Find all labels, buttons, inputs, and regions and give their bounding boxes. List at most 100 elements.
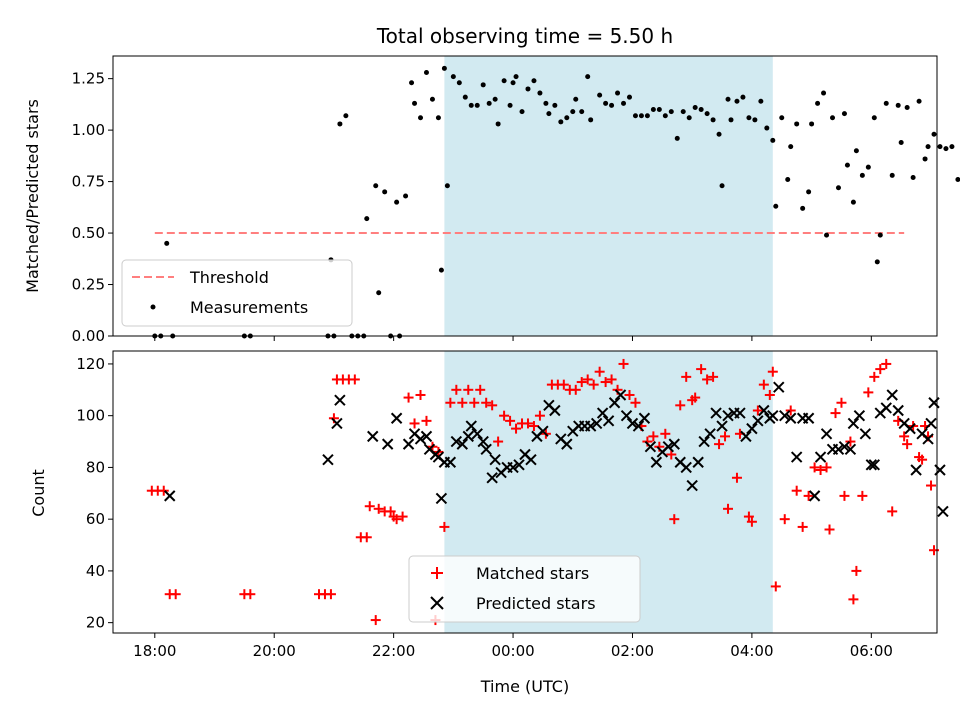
measurement-point [850, 199, 856, 205]
measurement-point [686, 115, 692, 121]
measurement-point [474, 102, 480, 108]
top-shaded-interval [444, 56, 773, 336]
top-y-tick-label: 1.00 [72, 121, 105, 139]
measurement-point [853, 148, 859, 154]
top-legend: Threshold Measurements [121, 259, 353, 327]
predicted-star-point [390, 412, 403, 424]
matched-star-point [764, 389, 775, 400]
predicted-star-point [779, 409, 791, 422]
bottom-y-tick-label: 80 [86, 458, 105, 476]
matched-star-point [690, 392, 701, 403]
predicted-star-point [734, 407, 746, 419]
measurement-point [770, 137, 776, 143]
measurement-point [468, 102, 474, 108]
predicted-star-point [668, 438, 680, 450]
matched-star-point [582, 374, 593, 385]
matched-star-point [791, 485, 802, 496]
measurement-point [895, 102, 901, 108]
bottom-y-axis-label: Count [29, 469, 48, 517]
top-y-tick-label: 0.75 [72, 173, 105, 191]
matched-star-point [469, 397, 480, 408]
predicted-star-point [773, 381, 785, 393]
predicted-star-point [608, 397, 621, 409]
measurement-point [785, 177, 791, 183]
predicted-star-point [471, 428, 483, 440]
predicted-star-point [650, 456, 663, 468]
predicted-star-point [507, 461, 519, 474]
measurement-point [495, 121, 501, 127]
bottom-y-tick-label: 120 [76, 355, 105, 373]
predicted-star-point [716, 420, 728, 432]
measurement-point [456, 80, 462, 86]
measurement-point [922, 156, 928, 162]
predicted-star-point [752, 415, 764, 427]
bottom-y-tick-label: 100 [76, 407, 105, 425]
measurement-point [394, 199, 400, 205]
predicted-star-point [859, 428, 872, 440]
measurement-point [758, 98, 764, 104]
measurement-point [382, 189, 388, 195]
top-y-tick-label: 0.25 [72, 276, 105, 294]
predicted-star-point [513, 459, 525, 471]
predicted-star-point [561, 438, 573, 450]
bottom-y-tick-label: 20 [86, 614, 105, 632]
measurement-point [337, 121, 343, 127]
measurement-point [609, 102, 615, 108]
measurement-point [844, 162, 850, 168]
predicted-star-point [785, 412, 797, 424]
measurement-point [668, 109, 674, 115]
matched-star-point [385, 506, 396, 517]
measurement-point [603, 100, 609, 106]
predicted-star-point [638, 412, 651, 424]
matched-star-point [576, 377, 587, 388]
measurement-point [740, 94, 746, 100]
measurement-point [543, 100, 549, 106]
predicted-star-point [489, 453, 501, 466]
matched-star-point [403, 392, 414, 403]
measurement-point [579, 109, 585, 115]
bottom-x-tick-label: 06:00 [850, 642, 893, 660]
measurement-point [788, 144, 794, 150]
bottom-legend: Matched stars Predicted stars [408, 555, 641, 623]
bottom-panel: 20 40 60 80 100 120 18:00 20:00 22:00 00:00 02:00… [29, 350, 949, 696]
matched-star-point [926, 480, 937, 491]
matched-star-point [770, 581, 781, 592]
matched-star-point [158, 485, 169, 496]
matched-star-point [675, 400, 686, 411]
matched-star-point [618, 358, 629, 369]
predicted-star-point [602, 415, 615, 427]
predicted-star-point [790, 451, 803, 463]
matched-star-point [364, 501, 375, 512]
measurement-point [480, 82, 486, 88]
measurement-point [859, 172, 865, 178]
predicted-star-point [746, 422, 758, 435]
matched-stars-points [146, 358, 940, 626]
predicted-star-point [420, 430, 433, 443]
predicted-star-point [381, 438, 394, 450]
measurement-point [898, 139, 904, 145]
predicted-star-point [435, 492, 448, 505]
measurement-point [725, 96, 731, 102]
measurement-point [734, 98, 740, 104]
matched-star-point [415, 389, 426, 400]
predicted-star-point [925, 417, 937, 430]
matched-star-point [409, 418, 420, 429]
bottom-y-tick-label: 40 [86, 562, 105, 580]
threshold-legend-label: Threshold [189, 268, 269, 287]
matched-star-point [570, 384, 581, 395]
bottom-legend-box [408, 555, 641, 623]
bottom-axes-frame [112, 350, 938, 634]
matched-star-point [836, 397, 847, 408]
matched-star-point [902, 439, 913, 450]
predicted-star-point [910, 464, 922, 476]
measurement-point [531, 78, 537, 84]
matched-star-point [600, 377, 611, 388]
measurement-point [821, 90, 827, 96]
predicted-star-point [880, 402, 892, 414]
matched-star-point [845, 436, 856, 447]
bottom-x-tick-label: 00:00 [491, 642, 534, 660]
matched-star-point [457, 397, 468, 408]
matched-star-point [875, 364, 886, 375]
measurement-point [644, 113, 650, 119]
matched-star-point [511, 423, 522, 434]
